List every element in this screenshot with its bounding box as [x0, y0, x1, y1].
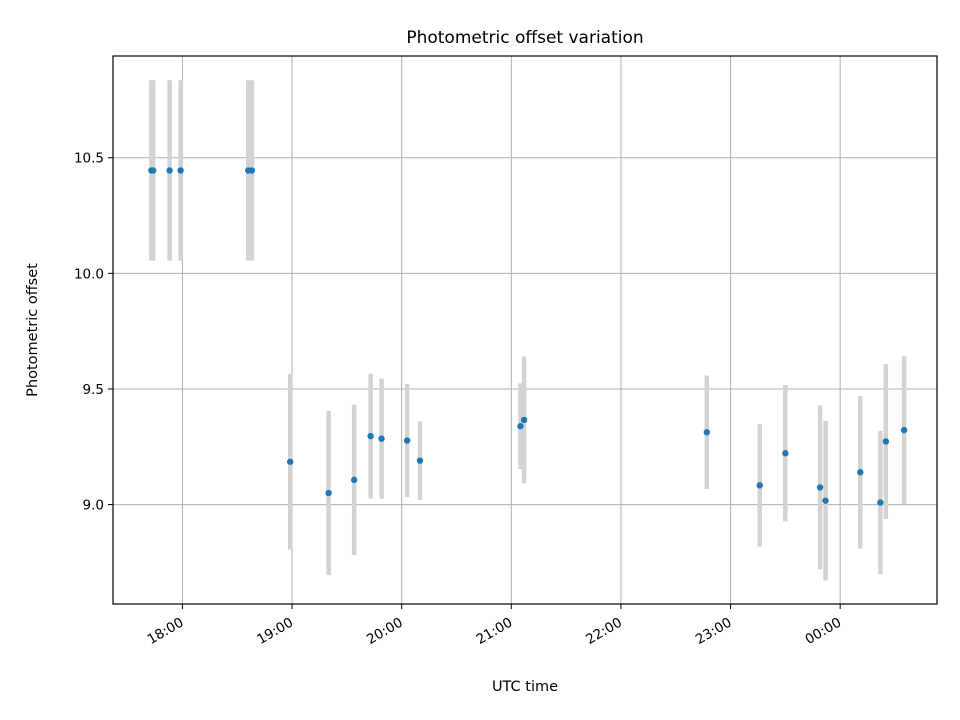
x-tick-label: 21:00 — [474, 615, 516, 648]
data-point — [166, 167, 173, 174]
y-tick-label: 9.5 — [83, 382, 104, 398]
data-point — [882, 438, 890, 445]
x-axis-label: UTC time — [492, 679, 558, 695]
y-tick-label: 10.0 — [74, 266, 104, 282]
data-point — [900, 426, 908, 434]
data-point — [350, 476, 358, 484]
data-point — [149, 167, 157, 174]
error-bars — [149, 80, 907, 581]
data-point — [378, 435, 385, 442]
y-tick-label: 9.0 — [83, 498, 104, 514]
data-point — [822, 497, 829, 504]
x-tick-label: 20:00 — [364, 615, 406, 648]
y-tick-label: 10.5 — [74, 151, 104, 167]
data-point — [177, 167, 184, 174]
data-point — [782, 450, 789, 457]
data-point — [517, 422, 524, 430]
data-point — [325, 489, 332, 497]
data-point — [248, 167, 256, 174]
x-axis-ticks: 18:00 19:00 20:00 21:00 22:00 23:00 00:00 — [145, 604, 844, 648]
data-point — [367, 432, 374, 440]
y-axis-ticks: 9.0 9.5 10.0 10.5 — [74, 151, 113, 514]
chart-title: Photometric offset variation — [406, 28, 643, 48]
data-point — [877, 499, 884, 506]
x-tick-label: 00:00 — [802, 615, 844, 648]
data-point — [816, 484, 824, 491]
y-axis-label: Photometric offset — [25, 263, 41, 397]
x-tick-label: 18:00 — [145, 615, 187, 648]
x-tick-label: 19:00 — [254, 615, 296, 648]
data-point — [416, 457, 424, 464]
data-point — [287, 458, 294, 465]
x-tick-label: 23:00 — [693, 615, 735, 648]
plot-frame — [112, 55, 938, 605]
data-points — [148, 167, 908, 506]
data-point — [703, 429, 710, 436]
data-point — [857, 469, 864, 476]
data-point — [756, 482, 763, 489]
data-point — [520, 416, 528, 424]
data-point — [403, 437, 411, 444]
grid-lines — [113, 56, 937, 604]
x-tick-label: 22:00 — [583, 615, 625, 648]
